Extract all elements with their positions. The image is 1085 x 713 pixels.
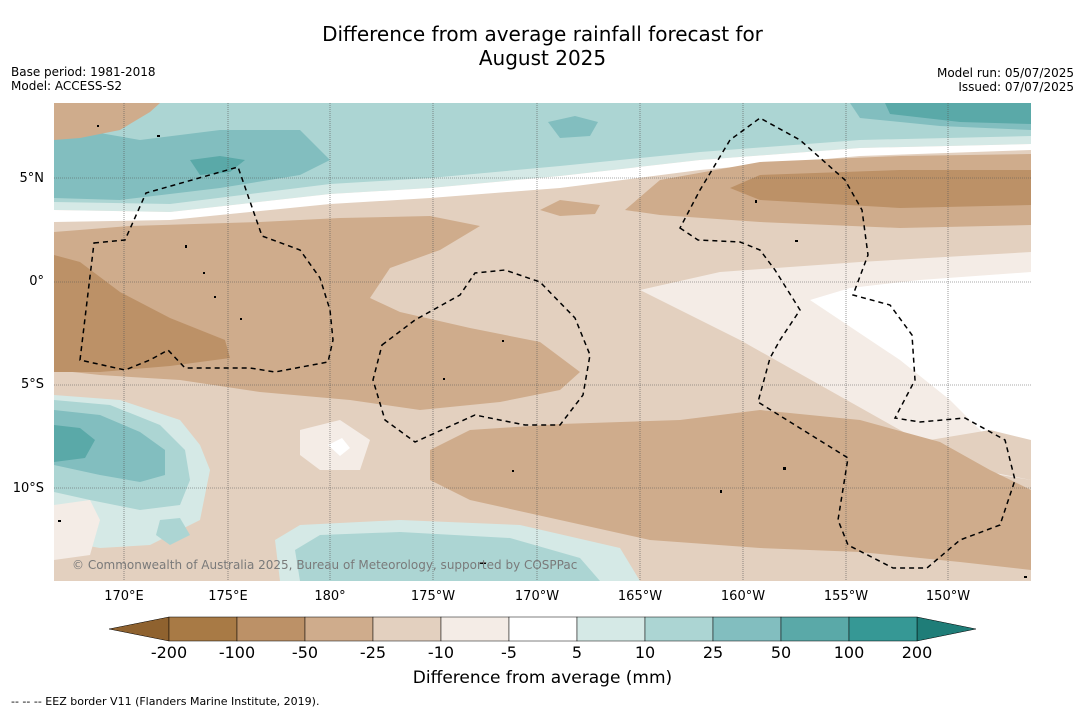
wet-south-10 (295, 532, 600, 581)
lat-tick-5n: 5°N (19, 171, 45, 186)
colorbar-box (304, 616, 374, 642)
model-run: Model run: 05/07/2025 (936, 66, 1074, 80)
neutral-tongue (810, 272, 1031, 470)
wet-band-50-west (190, 156, 245, 175)
colorbar-box (440, 616, 510, 642)
model-name: Model: ACCESS-S2 (11, 79, 123, 93)
colorbar-tick-label: -50 (291, 643, 319, 662)
neutral-patch (328, 438, 350, 456)
wet-sw-25 (54, 410, 165, 482)
island (97, 125, 99, 127)
island (240, 318, 242, 320)
colorbar-tick-label: 25 (702, 643, 724, 662)
dry-band-south (430, 410, 1031, 570)
colorbar-tick-label: -10 (427, 643, 455, 662)
wet-band-10 (54, 103, 1031, 204)
island (1024, 576, 1027, 578)
colorbar-boxes (168, 616, 918, 642)
island (214, 296, 216, 298)
island (157, 135, 160, 137)
colorbar-end-high (916, 616, 977, 642)
island (502, 340, 504, 342)
colorbar-tick-label: 5 (571, 643, 583, 662)
island (512, 470, 514, 472)
island (720, 490, 722, 493)
eez-border-tuvalu (79, 166, 334, 373)
colorbar-box (644, 616, 714, 642)
dry-region-west-strong (54, 255, 230, 372)
map-title-line2: August 2025 (478, 46, 607, 70)
light-dry-sw (54, 500, 100, 560)
colorbar-box (372, 616, 442, 642)
island (795, 240, 798, 242)
colorbar-tick-label: 50 (770, 643, 792, 662)
colorbar-tick-label: 10 (634, 643, 656, 662)
lon-tick-160w: 160°W (720, 589, 766, 604)
island (58, 520, 61, 522)
neutral-gap (54, 144, 1031, 222)
wet-band-50-east (885, 103, 1031, 124)
colorbar-box (236, 616, 306, 642)
lat-tick-0: 0° (29, 274, 44, 289)
colorbar-box (848, 616, 918, 642)
lon-tick-170e: 170°E (104, 589, 144, 604)
colorbar-end-low (108, 616, 170, 642)
colorbar-box (508, 616, 578, 642)
colorbar-tick-label: 200 (901, 643, 933, 662)
copyright-notice: © Commonwealth of Australia 2025, Bureau… (72, 558, 578, 572)
lon-tick-150w: 150°W (925, 589, 971, 604)
eez-legend-note: -- -- -- EEZ border V11 (Flanders Marine… (11, 695, 320, 708)
colorbar-box (780, 616, 850, 642)
colorbar-tick-label: -5 (501, 643, 517, 662)
wet-patch-mid (548, 116, 598, 138)
map-plot-area (54, 103, 1031, 581)
lon-tick-175e: 175°E (208, 589, 248, 604)
colorbar-box (576, 616, 646, 642)
colorbar-tick-label: -25 (359, 643, 387, 662)
meta-left: Base period: 1981-2018 Model: ACCESS-S2 (11, 65, 156, 93)
colorbar-tick-label: -100 (218, 643, 256, 662)
island (480, 562, 486, 564)
colorbar-tick-label: 100 (833, 643, 865, 662)
lat-tick-5s: 5°S (20, 377, 44, 392)
islands (58, 125, 1027, 578)
base-period: Base period: 1981-2018 (11, 65, 156, 79)
island (203, 272, 205, 274)
dry-patch-small (540, 200, 600, 216)
wet-sw-patch (156, 518, 190, 545)
colorbar (108, 616, 977, 642)
eez-borders (79, 117, 1016, 569)
eez-border-phoenix (372, 269, 591, 443)
lat-tick-10s: 10°S (12, 481, 44, 496)
lon-tick-165w: 165°W (617, 589, 663, 604)
colorbar-tick-label: -200 (150, 643, 188, 662)
colorbar-box (168, 616, 238, 642)
colorbar-box (712, 616, 782, 642)
island (783, 467, 786, 470)
colorbar-title: Difference from average (mm) (412, 668, 673, 688)
lon-tick-155w: 155°W (823, 589, 869, 604)
lon-tick-175w: 175°W (410, 589, 456, 604)
graticule (54, 103, 1031, 581)
issued-date: Issued: 07/07/2025 (958, 80, 1074, 94)
wet-sw-50 (54, 425, 95, 462)
island (443, 378, 445, 380)
island (185, 245, 187, 248)
dry-band-ne-strong (730, 170, 1031, 208)
island (755, 200, 757, 203)
lon-tick-170w: 170°W (514, 589, 560, 604)
map-title-line1: Difference from average rainfall forecas… (322, 22, 763, 46)
dry-patch-topleft (54, 103, 160, 140)
lon-tick-180: 180° (314, 589, 346, 604)
meta-right: Model run: 05/07/2025 Issued: 07/07/2025 (937, 66, 1074, 94)
